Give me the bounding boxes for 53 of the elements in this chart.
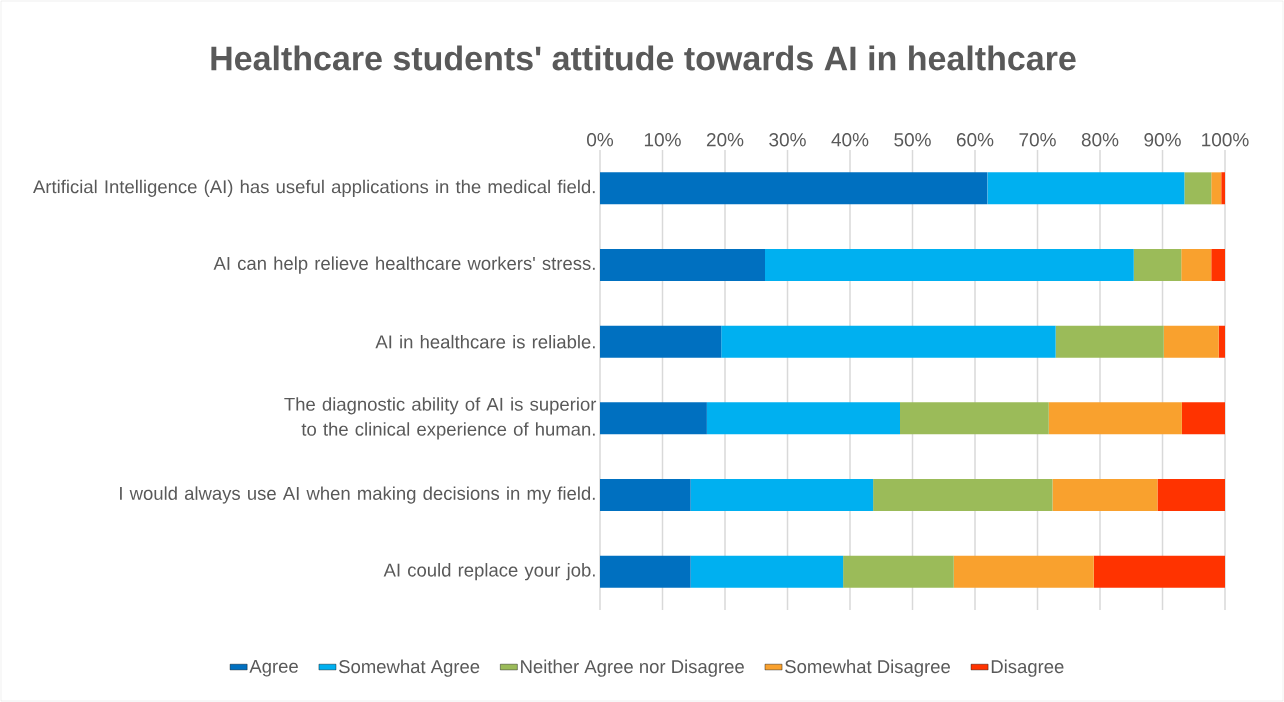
- bar: [1221, 172, 1226, 205]
- x-tick-label: 100%: [1202, 133, 1249, 147]
- bar: [1133, 249, 1182, 282]
- bar: [600, 402, 707, 435]
- bar: [1163, 325, 1219, 358]
- bar: [1093, 555, 1226, 588]
- x-tick-label: 30%: [769, 133, 806, 147]
- bar: [1218, 325, 1226, 358]
- legend-label: Neither Agree nor Disagree: [521, 659, 744, 677]
- bar: [690, 555, 844, 588]
- bar: [1052, 479, 1158, 511]
- x-tick-label: 40%: [831, 133, 869, 147]
- y-tick-label: I would always use AI when making decisions in my field.: [120, 486, 595, 504]
- bar: [1181, 249, 1212, 282]
- bar: [706, 402, 900, 435]
- x-tick-label: 50%: [894, 133, 931, 147]
- bar: [1181, 402, 1226, 435]
- x-tick-label: 80%: [1081, 133, 1119, 147]
- y-tick-label: AI in healthcare is reliable.: [375, 334, 595, 349]
- chart-title: Healthcare students' attitude towards AI in healthcare: [211, 45, 1076, 71]
- bar: [1211, 249, 1226, 282]
- bar: [1211, 172, 1222, 205]
- bar: [953, 555, 1094, 588]
- legend-label: Somewhat Agree: [339, 659, 480, 677]
- bar: [765, 249, 1134, 282]
- bar: [1055, 325, 1164, 358]
- legend-label: Disagree: [991, 659, 1064, 677]
- y-tick-label: AI can help relieve healthcare workers' stress.: [213, 256, 595, 274]
- bar: [690, 479, 874, 511]
- bar: [600, 479, 691, 511]
- x-tick-label: 90%: [1144, 133, 1181, 147]
- x-tick-label: 70%: [1019, 133, 1056, 147]
- x-tick-label: 0%: [587, 133, 614, 147]
- y-tick-label: Artificial Intelligence (AI) has useful applications in the medical field.: [33, 179, 595, 197]
- y-tick-label: AI could replace your job.: [383, 563, 595, 581]
- bar: [600, 172, 988, 205]
- x-tick-label: 20%: [706, 133, 744, 147]
- x-tick-label: 10%: [644, 133, 681, 147]
- bar: [987, 172, 1185, 205]
- bar: [1157, 479, 1226, 511]
- bar: [600, 555, 691, 588]
- bar: [1048, 402, 1182, 435]
- bar: [1184, 172, 1212, 205]
- y-tick-label: The diagnostic ability of AI is superior to the clinical experience of human.: [284, 397, 597, 440]
- bar: [843, 555, 954, 588]
- legend-label: Somewhat Disagree: [785, 659, 950, 677]
- bar: [600, 249, 765, 282]
- bar: [721, 325, 1056, 358]
- bar: [600, 325, 722, 358]
- x-tick-label: 60%: [956, 133, 994, 147]
- legend-label: Agree: [249, 659, 298, 677]
- bar: [873, 479, 1053, 511]
- bar: [900, 402, 1049, 435]
